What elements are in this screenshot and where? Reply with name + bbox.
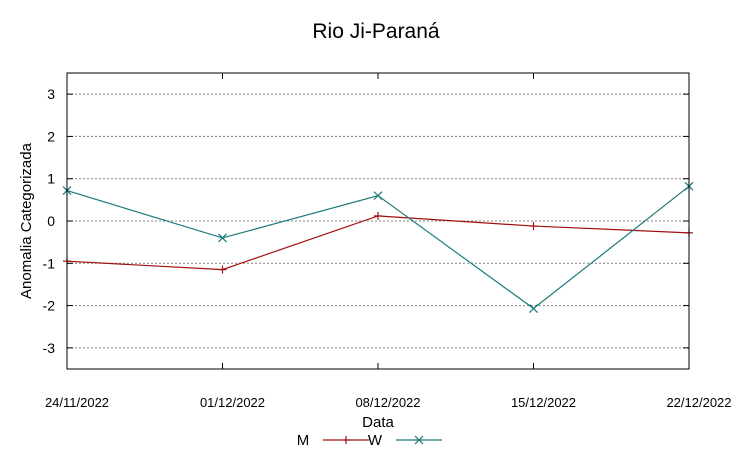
y-tick-label: 2 xyxy=(47,128,55,144)
plot-frame xyxy=(66,72,690,370)
x-tick-label: 01/12/2022 xyxy=(200,395,265,410)
chart-title: Rio Ji-Paraná xyxy=(312,20,440,43)
data-point-W xyxy=(373,191,383,201)
x-tick-label: 08/12/2022 xyxy=(355,395,420,410)
x-tick-label: 22/12/2022 xyxy=(666,395,731,410)
x-tick-label: 24/11/2022 xyxy=(45,395,109,410)
series-line-W xyxy=(66,185,690,310)
y-tick-label: 0 xyxy=(47,213,55,229)
series-lines xyxy=(62,181,694,313)
y-tick-labels: 3 2 1 0 -1 -2 -3 xyxy=(43,86,689,356)
grid-lines xyxy=(67,93,689,349)
y-tick-label: -2 xyxy=(43,298,56,314)
legend-marker-M xyxy=(342,436,350,444)
legend-marker-W xyxy=(414,435,424,445)
y-tick-label: 1 xyxy=(47,171,55,187)
x-axis-label: Data xyxy=(362,414,394,431)
x-tick-label: 15/12/2022 xyxy=(511,395,576,410)
x-tick-labels: 24/11/2022 01/12/2022 08/12/2022 15/12/2022… xyxy=(45,73,732,410)
y-tick-label: 3 xyxy=(47,86,55,102)
data-point-M xyxy=(529,222,538,231)
data-point-M xyxy=(374,211,382,220)
data-point-M xyxy=(218,265,227,274)
series-line-M xyxy=(66,215,690,271)
legend-label-M: M xyxy=(297,432,310,449)
data-point-W xyxy=(218,233,227,243)
y-axis-label: Anomalia Categorizada xyxy=(18,142,35,299)
y-tick-label: -1 xyxy=(43,255,56,271)
legend-label-W: W xyxy=(368,432,383,449)
y-tick-label: -3 xyxy=(43,340,56,356)
data-point-W xyxy=(529,304,538,313)
